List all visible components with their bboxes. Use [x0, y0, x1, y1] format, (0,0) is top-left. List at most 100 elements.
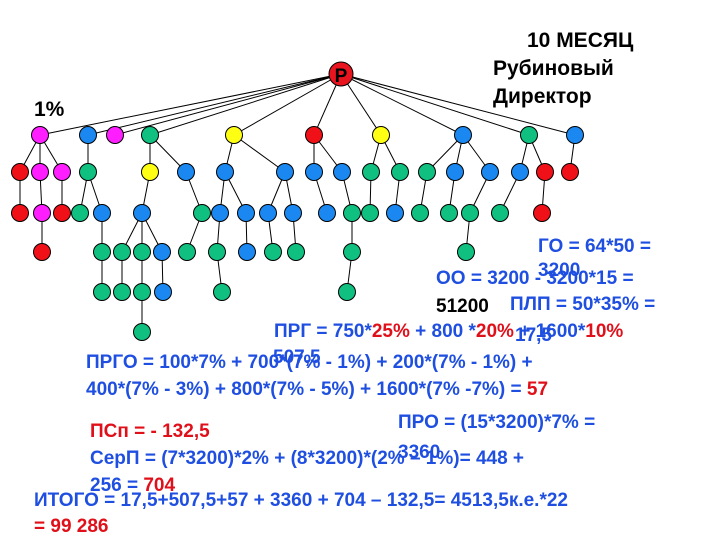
tree-node-green: [133, 323, 151, 341]
tree-node-green: [93, 283, 111, 301]
header-line-month: 10 МЕСЯЦ: [527, 29, 634, 52]
tree-node-green: [71, 204, 89, 222]
tree-node-blue: [318, 204, 336, 222]
tree-node-blue: [154, 283, 172, 301]
tree-node-green: [491, 204, 509, 222]
prgo-value: 57: [526, 379, 549, 400]
tree-node-blue: [238, 243, 256, 261]
tree-edge: [87, 73, 342, 136]
tree-node-green: [461, 204, 479, 222]
tree-node-blue: [333, 163, 351, 181]
tree-node-blue: [211, 204, 229, 222]
plp-value: 17,5: [515, 325, 552, 346]
tree-node-green: [93, 243, 111, 261]
tree-node-green: [193, 204, 211, 222]
tree-edge: [340, 73, 576, 136]
tree-edge: [233, 73, 342, 136]
go-line: ГО = 64*50 =: [538, 236, 651, 257]
tree-node-green: [178, 243, 196, 261]
serp-line-1: СерП = (7*3200)*2% + (8*3200)*(2% – 1%)=…: [90, 448, 525, 469]
tree-node-blue: [93, 204, 111, 222]
tree-node-green: [79, 163, 97, 181]
tree-node-green: [391, 163, 409, 181]
tree-node-yellow: [141, 163, 159, 181]
serp-value: 704: [143, 475, 176, 496]
tree-node-red: [536, 163, 554, 181]
itogo-total: = 99 286: [34, 516, 109, 537]
tree-node-green: [418, 163, 436, 181]
header-line-position: Директор: [493, 85, 592, 108]
itogo-label: ИТОГО: [34, 490, 99, 511]
tree-node-green: [362, 163, 380, 181]
tree-node-red: [53, 204, 71, 222]
header-line-rank: Рубиновый: [493, 57, 614, 80]
tree-node-red: [11, 204, 29, 222]
go-value: 3200: [538, 260, 581, 281]
tree-node-blue: [481, 163, 499, 181]
tree-node-blue: [566, 126, 584, 144]
tree-node-blue: [153, 243, 171, 261]
itogo-line: ИТОГО = 17,5+507,5+57 + 3360 + 704 – 132…: [34, 490, 568, 512]
tree-edge: [340, 73, 464, 136]
tree-node-red: [561, 163, 579, 181]
tree-node-green: [287, 243, 305, 261]
prgo-part: 400*(7% - 3%) + 800*(7% - 5%) + 1600*(7%…: [86, 379, 527, 400]
tree-node-green: [113, 243, 131, 261]
oo-value: 51200: [436, 296, 489, 317]
prg-pct-10: 10%: [585, 321, 624, 342]
root-node: [328, 61, 354, 87]
tree-node-red: [33, 243, 51, 261]
tree-nodes: [11, 61, 584, 341]
tree-node-blue: [305, 163, 323, 181]
tree-node-red: [305, 126, 323, 144]
tree-node-magenta: [33, 204, 51, 222]
tree-edge: [114, 73, 342, 136]
prg-line: ПРГ = 750*25% + 800 *20% + 1600*10%: [274, 321, 623, 343]
prg-pct-25: 25%: [371, 321, 410, 342]
pro-value: 3360: [398, 442, 441, 463]
tree-node-green: [457, 243, 475, 261]
tree-node-green: [440, 204, 458, 222]
prg-value: 507,5: [273, 347, 321, 368]
serp-part: 256 =: [90, 475, 144, 496]
psp-line: ПСп = - 132,5: [90, 421, 210, 442]
prgo-line-2: 400*(7% - 3%) + 800*(7% - 5%) + 1600*(7%…: [86, 379, 548, 401]
tree-node-yellow: [372, 126, 390, 144]
tree-node-green: [133, 283, 151, 301]
tree-node-blue: [386, 204, 404, 222]
tree-node-magenta: [106, 126, 124, 144]
tree-edge: [149, 73, 342, 136]
root-label: Р: [335, 66, 348, 87]
tree-node-blue: [454, 126, 472, 144]
prg-part-1: ПРГ = 750*: [274, 321, 372, 342]
tree-node-green: [338, 283, 356, 301]
tree-node-green: [264, 243, 282, 261]
tree-edge: [233, 134, 286, 173]
tree-node-magenta: [53, 163, 71, 181]
plp-line: ПЛП = 50*35% =: [510, 294, 656, 315]
tree-node-blue: [446, 163, 464, 181]
tree-node-blue: [237, 204, 255, 222]
serp-line-2: 256 = 704: [90, 475, 175, 497]
tree-node-green: [343, 243, 361, 261]
tree-node-green: [133, 243, 151, 261]
tree-node-blue: [259, 204, 277, 222]
percent-label: 1%: [34, 98, 65, 121]
tree-node-green: [141, 126, 159, 144]
tree-node-green: [208, 243, 226, 261]
tree-node-green: [343, 204, 361, 222]
tree-node-green: [213, 283, 231, 301]
tree-node-green: [113, 283, 131, 301]
tree-node-magenta: [31, 126, 49, 144]
pro-line: ПРО = (15*3200)*7% =: [398, 412, 596, 433]
tree-node-red: [11, 163, 29, 181]
itogo-formula: = 17,5+507,5+57 + 3360 + 704 – 132,5= 45…: [98, 490, 568, 511]
prg-part-2: + 800 *: [409, 321, 476, 342]
oo-line: ОО = 3200 - 3200*15 =: [436, 268, 634, 289]
tree-node-yellow: [225, 126, 243, 144]
tree-node-blue: [177, 163, 195, 181]
tree-node-magenta: [31, 163, 49, 181]
tree-node-blue: [276, 163, 294, 181]
tree-node-green: [361, 204, 379, 222]
